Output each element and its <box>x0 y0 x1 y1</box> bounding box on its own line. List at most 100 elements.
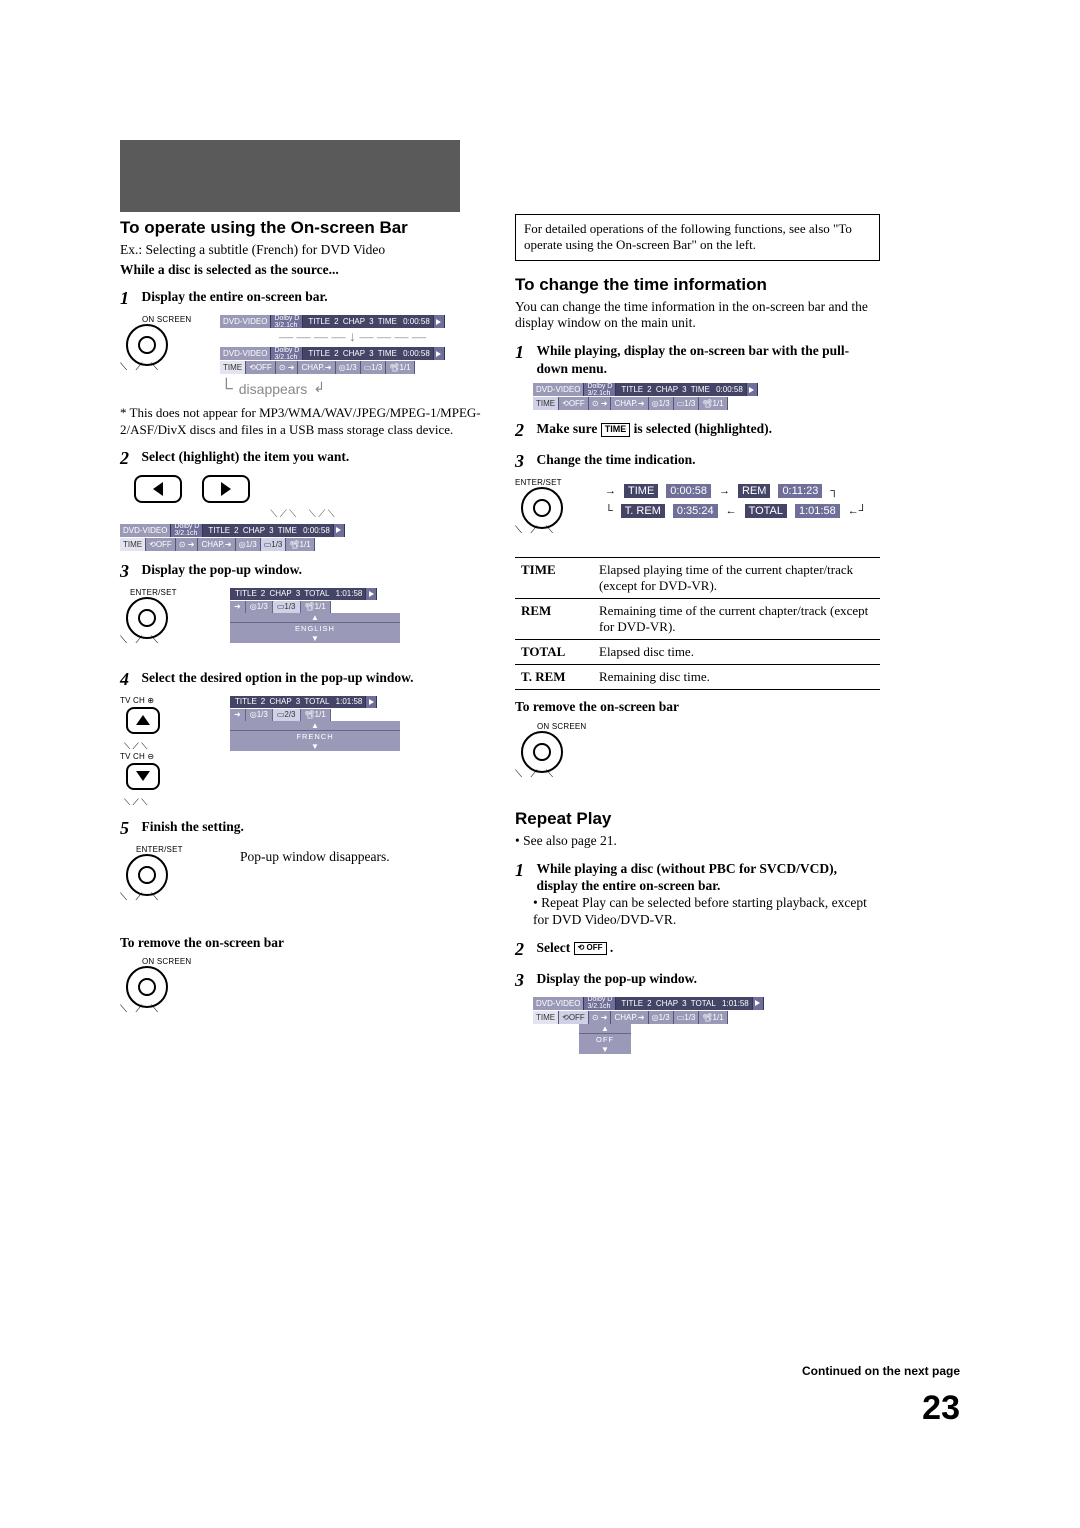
popup-off: OFF <box>579 1033 631 1045</box>
play-icon <box>434 347 445 360</box>
step-number: 1 <box>515 342 533 363</box>
disappears-label: disappears <box>239 381 308 397</box>
arrow-down-icon: — — — — ↓ — — — — <box>220 329 485 347</box>
on-screen-button-icon: ⟍ ⟋ ⟍ <box>515 731 569 793</box>
time-cycle-diagram: →TIME0:00:58 →REM0:11:23┐ └T. REM0:35:24… <box>605 478 867 524</box>
def-val: Remaining disc time. <box>593 665 880 690</box>
onscreen-label: ON SCREEN <box>142 315 210 324</box>
on-screen-button-icon: ⟍ ⟋ ⟍ <box>120 324 174 386</box>
right-arrow-button-icon <box>202 475 250 503</box>
osb-row2: TIME ⟲ OFF ⊙ ➜ CHAP. ➜ ◎ 1/3 ▭ 1/3 📽 1/1 <box>220 361 485 374</box>
popup-lang-french: FRENCH <box>230 730 400 742</box>
osb-loop-cell: ⟲ OFF <box>146 538 176 551</box>
enterset-label: ENTER/SET <box>515 478 595 487</box>
osb-subtitle-cell-hl: ▭ 1/3 <box>261 538 287 551</box>
step-number: 1 <box>120 288 138 309</box>
step-number: 2 <box>120 448 138 469</box>
osb-angle-cell: 📽 1/1 <box>699 1011 727 1024</box>
down-arrow-button-icon <box>126 763 160 790</box>
osb-title-chap: TITLE2 CHAP3 TIME 0:00:58 <box>203 524 333 537</box>
osb-audio-cell: ◎ 1/3 <box>336 361 361 374</box>
onscreen-label: ON SCREEN <box>142 957 485 966</box>
step-number: 3 <box>515 451 533 472</box>
page-body: To operate using the On-screen Bar Ex.: … <box>120 214 880 1056</box>
def-val: Remaining time of the current chapter/tr… <box>593 599 880 640</box>
osb-subtitle-cell: ▭ 1/3 <box>674 397 700 410</box>
osb-audio: Dolby D3/2.1ch <box>271 347 303 360</box>
osb-disc: DVD-VIDEO <box>533 383 584 396</box>
osb-chap-cell: CHAP. ➜ <box>298 361 335 374</box>
step2-text: Select (highlight) the item you want. <box>142 448 485 466</box>
operate-precond: While a disc is selected as the source..… <box>120 261 485 279</box>
time-badge: TIME <box>601 423 631 437</box>
osb-row1r: DVD-VIDEO Dolby D3/2.1ch TITLE2 CHAP3 TI… <box>533 383 833 396</box>
remove-osb-title-left: To remove the on-screen bar <box>120 934 485 952</box>
onscreen-label: ON SCREEN <box>537 722 880 731</box>
def-key: REM <box>515 599 593 640</box>
osb-title-chap: TITLE2 CHAP3 TIME 0:00:58 <box>303 347 433 360</box>
osb-chap-cell: CHAP. ➜ <box>198 538 235 551</box>
operate-example: Ex.: Selecting a subtitle (French) for D… <box>120 242 485 259</box>
osb-chap-cell: CHAP. ➜ <box>611 1011 648 1024</box>
osb-chap-cell: CHAP. ➜ <box>611 397 648 410</box>
loop-off-badge: ⟲ OFF <box>574 942 607 954</box>
osb-time-cell: TIME <box>220 361 246 374</box>
repeat-step3: Display the pop-up window. <box>537 970 880 988</box>
step-number: 3 <box>515 970 533 991</box>
popup-lang-english: ENGLISH <box>230 622 400 634</box>
enter-set-button-icon: ⟍ ⟋ ⟍ <box>120 597 174 659</box>
play-icon <box>753 997 764 1010</box>
popup-french: TITLE2 CHAP3 TOTAL 1:01:58 ➜ ◎ 1/3 ▭ 2/3… <box>230 696 400 751</box>
left-arrow-button-icon <box>134 475 182 503</box>
step5-result: Pop-up window disappears. <box>240 845 390 866</box>
osb-audio: Dolby D3/2.1ch <box>171 524 203 537</box>
osb-row1b: DVD-VIDEO Dolby D3/2.1ch TITLE2 CHAP3 TI… <box>220 347 485 360</box>
step-number: 3 <box>120 561 138 582</box>
ray-icon: ⟍ ⟋ ⟍ <box>124 741 220 752</box>
osb-audio: Dolby D3/2.1ch <box>584 383 616 396</box>
tvch-up-label: TV CH ⊕ <box>120 696 220 705</box>
time-intro: You can change the time information in t… <box>515 299 880 333</box>
osb-clock-cell: ⊙ ➜ <box>589 397 612 410</box>
section-operate-title: To operate using the On-screen Bar <box>120 218 485 238</box>
osb-disc: DVD-VIDEO <box>220 315 271 328</box>
osb-disc: DVD-VIDEO <box>533 997 584 1010</box>
repeat-step2: Select ⟲ OFF . <box>537 939 880 957</box>
osb-angle-cell: 📽 1/1 <box>699 397 727 410</box>
osb-subtitle-cell: ▭ 1/3 <box>674 1011 700 1024</box>
up-arrow-button-icon <box>126 707 160 734</box>
osb-row2rp: TIME ⟲ OFF ⊙ ➜ CHAP. ➜ ◎ 1/3 ▭ 1/3 📽 1/1 <box>533 1011 833 1024</box>
footnote: * This does not appear for MP3/WMA/WAV/J… <box>120 405 485 438</box>
osb-disc: DVD-VIDEO <box>120 524 171 537</box>
osb-time-cell: TIME <box>120 538 146 551</box>
repeat-see-also: • See also page 21. <box>515 833 880 850</box>
def-val: Elapsed playing time of the current chap… <box>593 558 880 599</box>
header-dark-band <box>120 140 460 212</box>
section-repeat-title: Repeat Play <box>515 809 880 829</box>
osb-clock-cell: ⊙ ➜ <box>276 361 299 374</box>
enter-set-button-icon: ⟍ ⟋ ⟍ <box>120 854 174 916</box>
time-step2: Make sure TIME is selected (highlighted)… <box>537 420 880 438</box>
ray-icon: ⟍ ⟋ ⟍ ⟍ ⟋ ⟍ <box>120 509 485 520</box>
right-column: For detailed operations of the following… <box>515 214 880 1056</box>
tvch-down-label: TV CH ⊖ <box>120 752 220 761</box>
osb-loop-cell: ⟲ OFF <box>246 361 276 374</box>
osb-row2r: TIME ⟲ OFF ⊙ ➜ CHAP. ➜ ◎ 1/3 ▭ 1/3 📽 1/1 <box>533 397 833 410</box>
def-key: T. REM <box>515 665 593 690</box>
step3-text: Display the pop-up window. <box>142 561 485 579</box>
osb-audio: Dolby D3/2.1ch <box>271 315 303 328</box>
osb-audio-cell: ◎ 1/3 <box>649 397 674 410</box>
step-number: 2 <box>515 420 533 441</box>
play-icon <box>747 383 758 396</box>
page-number: 23 <box>922 1389 960 1428</box>
osb-time-cell: TIME <box>533 1011 559 1024</box>
osb-title-chap: TITLE2 CHAP3 TOTAL 1:01:58 <box>616 997 752 1010</box>
step-number: 4 <box>120 669 138 690</box>
repeat-popup: ▲ OFF ▼ <box>579 1024 631 1054</box>
repeat-step1-note: • Repeat Play can be selected before sta… <box>533 895 880 929</box>
step-number: 1 <box>515 860 533 881</box>
osb-row1rp: DVD-VIDEO Dolby D3/2.1ch TITLE2 CHAP3 TO… <box>533 997 833 1010</box>
left-column: To operate using the On-screen Bar Ex.: … <box>120 214 485 1056</box>
step1-text: Display the entire on-screen bar. <box>142 288 485 306</box>
info-box: For detailed operations of the following… <box>515 214 880 261</box>
